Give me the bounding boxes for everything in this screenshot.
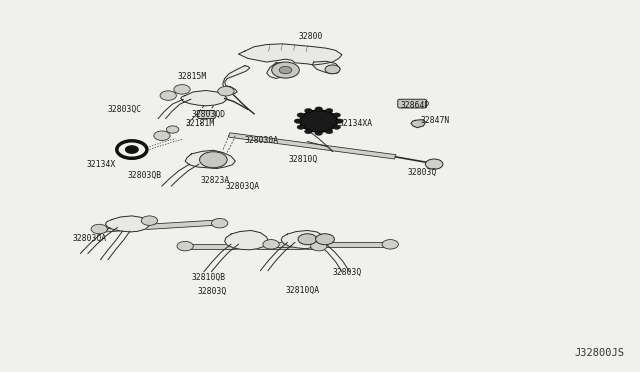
Text: 32803QD: 32803QD <box>191 110 225 119</box>
Text: 32803QB: 32803QB <box>128 171 162 180</box>
Circle shape <box>325 65 340 74</box>
Circle shape <box>174 85 190 94</box>
Circle shape <box>305 109 312 113</box>
Polygon shape <box>225 231 269 250</box>
Polygon shape <box>411 120 426 128</box>
Polygon shape <box>228 133 396 159</box>
Text: 32864P: 32864P <box>400 101 429 110</box>
Circle shape <box>141 216 157 225</box>
Text: 32823A: 32823A <box>201 176 230 185</box>
Circle shape <box>333 113 340 117</box>
Circle shape <box>160 91 177 100</box>
Circle shape <box>294 119 302 123</box>
Circle shape <box>272 62 300 78</box>
Circle shape <box>166 126 179 133</box>
Circle shape <box>125 146 138 153</box>
Circle shape <box>177 241 193 251</box>
Circle shape <box>325 109 333 113</box>
Polygon shape <box>239 44 342 65</box>
Polygon shape <box>99 220 220 232</box>
Polygon shape <box>106 216 149 232</box>
Text: 32847N: 32847N <box>420 116 450 125</box>
Text: 32134XA: 32134XA <box>339 119 373 128</box>
Text: 32810Q: 32810Q <box>289 155 318 164</box>
Circle shape <box>305 129 312 134</box>
Circle shape <box>154 131 170 141</box>
Text: 32810QB: 32810QB <box>191 273 225 282</box>
Text: 32803Q: 32803Q <box>333 268 362 277</box>
Text: 32815M: 32815M <box>178 72 207 81</box>
Polygon shape <box>267 63 296 78</box>
Polygon shape <box>185 244 319 249</box>
Text: J32800JS: J32800JS <box>574 348 624 358</box>
Circle shape <box>382 240 398 249</box>
Circle shape <box>336 119 343 123</box>
Circle shape <box>200 152 227 168</box>
Circle shape <box>91 224 108 234</box>
Text: 32803QA: 32803QA <box>226 182 260 191</box>
Circle shape <box>211 218 228 228</box>
Text: 32803Q: 32803Q <box>408 168 437 177</box>
Text: 32134X: 32134X <box>87 160 116 169</box>
Polygon shape <box>312 61 340 74</box>
Polygon shape <box>185 150 236 169</box>
FancyBboxPatch shape <box>398 99 427 108</box>
Circle shape <box>426 159 443 169</box>
Circle shape <box>279 67 292 74</box>
Polygon shape <box>180 90 227 106</box>
Circle shape <box>333 125 340 129</box>
Circle shape <box>298 234 317 245</box>
Text: 32803Q: 32803Q <box>198 287 227 296</box>
Circle shape <box>316 234 335 245</box>
Text: 32803QC: 32803QC <box>107 105 141 114</box>
Circle shape <box>297 125 305 129</box>
Polygon shape <box>271 242 390 247</box>
Circle shape <box>300 110 337 132</box>
Text: 32181M: 32181M <box>185 119 214 128</box>
Circle shape <box>218 86 234 96</box>
Text: 32800: 32800 <box>298 32 323 41</box>
Circle shape <box>315 107 323 111</box>
FancyBboxPatch shape <box>198 110 215 119</box>
Circle shape <box>263 240 279 249</box>
Polygon shape <box>223 66 250 94</box>
Circle shape <box>297 113 305 117</box>
Circle shape <box>315 131 323 135</box>
Circle shape <box>325 129 333 134</box>
Circle shape <box>310 241 327 251</box>
Polygon shape <box>281 231 325 249</box>
Text: 32803QA: 32803QA <box>72 234 107 243</box>
Text: 328030A: 328030A <box>244 136 279 145</box>
Text: 32810QA: 32810QA <box>285 286 319 295</box>
